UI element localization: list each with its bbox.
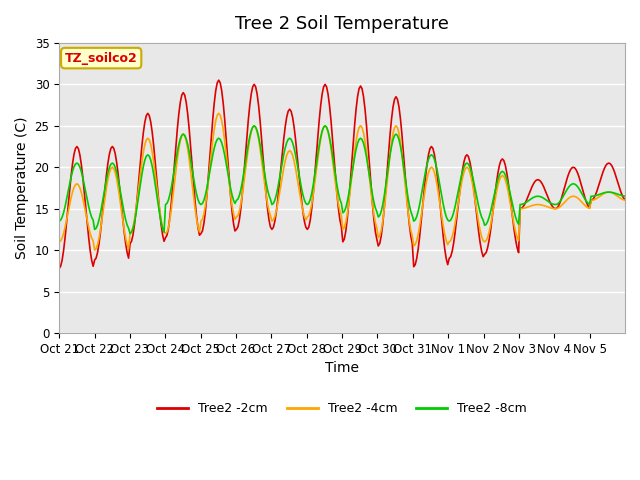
Line: Tree2 -2cm: Tree2 -2cm bbox=[59, 80, 625, 268]
Tree2 -4cm bbox=[461, 166, 469, 171]
Tree2 -2cm bbox=[55, 265, 63, 271]
Line: Tree2 -8cm: Tree2 -8cm bbox=[59, 126, 625, 234]
Tree2 -8cm bbox=[461, 161, 469, 167]
Tree2 -8cm bbox=[546, 200, 554, 205]
Tree2 -4cm bbox=[93, 242, 101, 248]
Tree2 -8cm bbox=[250, 123, 258, 129]
Tree2 -8cm bbox=[349, 163, 357, 169]
Tree2 -4cm bbox=[349, 161, 357, 167]
Tree2 -4cm bbox=[74, 182, 82, 188]
Tree2 -2cm bbox=[348, 161, 355, 167]
Y-axis label: Soil Temperature (C): Soil Temperature (C) bbox=[15, 117, 29, 259]
Tree2 -4cm bbox=[91, 247, 99, 253]
Tree2 -4cm bbox=[55, 239, 63, 245]
Tree2 -8cm bbox=[74, 161, 82, 167]
Tree2 -2cm bbox=[621, 197, 629, 203]
Tree2 -4cm bbox=[620, 197, 627, 203]
Tree2 -4cm bbox=[546, 205, 554, 211]
Tree2 -2cm bbox=[618, 192, 626, 198]
Tree2 -8cm bbox=[126, 231, 134, 237]
Legend: Tree2 -2cm, Tree2 -4cm, Tree2 -8cm: Tree2 -2cm, Tree2 -4cm, Tree2 -8cm bbox=[152, 397, 532, 420]
Tree2 -2cm bbox=[460, 159, 468, 165]
Tree2 -8cm bbox=[55, 218, 63, 224]
Tree2 -8cm bbox=[92, 226, 100, 231]
Title: Tree 2 Soil Temperature: Tree 2 Soil Temperature bbox=[235, 15, 449, 33]
Tree2 -2cm bbox=[545, 195, 552, 201]
X-axis label: Time: Time bbox=[325, 361, 359, 375]
Line: Tree2 -4cm: Tree2 -4cm bbox=[59, 113, 625, 250]
Tree2 -2cm bbox=[74, 146, 82, 152]
Tree2 -8cm bbox=[621, 193, 629, 199]
Tree2 -4cm bbox=[215, 110, 223, 116]
Tree2 -2cm bbox=[92, 255, 100, 261]
Tree2 -8cm bbox=[620, 193, 627, 199]
Text: TZ_soilco2: TZ_soilco2 bbox=[65, 51, 138, 65]
Tree2 -2cm bbox=[215, 77, 223, 83]
Tree2 -4cm bbox=[621, 197, 629, 203]
